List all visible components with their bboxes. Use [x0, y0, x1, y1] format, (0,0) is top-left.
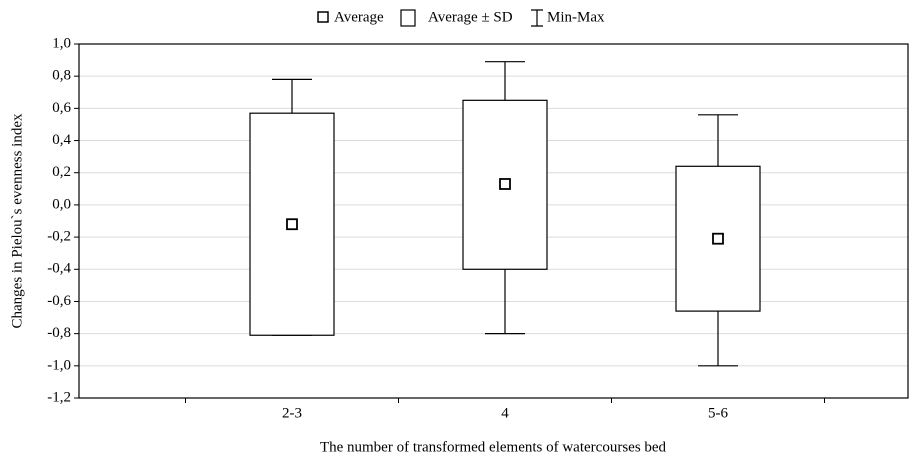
legend-label: Average ± SD	[428, 9, 513, 25]
legend-label: Average	[334, 9, 384, 25]
legend-box-icon	[400, 9, 416, 27]
y-tick-label: 0,4	[52, 132, 71, 148]
y-tick-label: -1,0	[47, 357, 71, 373]
mean-marker	[499, 178, 511, 190]
legend-label: Min-Max	[547, 9, 605, 25]
x-axis-label: The number of transformed elements of wa…	[320, 439, 667, 455]
legend-mean-icon	[317, 11, 329, 23]
y-tick-label: 1,0	[52, 35, 71, 51]
y-tick-label: -0,8	[47, 325, 71, 341]
y-axis-label: Changes in Pielou`s evenness index	[9, 113, 25, 328]
y-tick-label: -1,2	[47, 389, 71, 405]
legend-whisker-icon	[531, 9, 543, 27]
y-tick-label: 0,6	[52, 100, 71, 116]
plot-frame	[78, 43, 909, 399]
y-tick-label: 0,2	[52, 164, 71, 180]
x-tick-label: 5-6	[708, 405, 728, 421]
mean-marker	[286, 218, 298, 231]
y-tick-label: -0,4	[47, 261, 71, 277]
y-tick-label: 0,8	[52, 68, 71, 84]
y-tick-label: -0,6	[47, 293, 71, 309]
y-tick-label: 0,0	[52, 196, 71, 212]
mean-marker	[712, 232, 724, 245]
x-tick-label: 2-3	[282, 405, 302, 421]
y-tick-label: -0,2	[47, 229, 71, 245]
x-tick-label: 4	[501, 405, 509, 421]
